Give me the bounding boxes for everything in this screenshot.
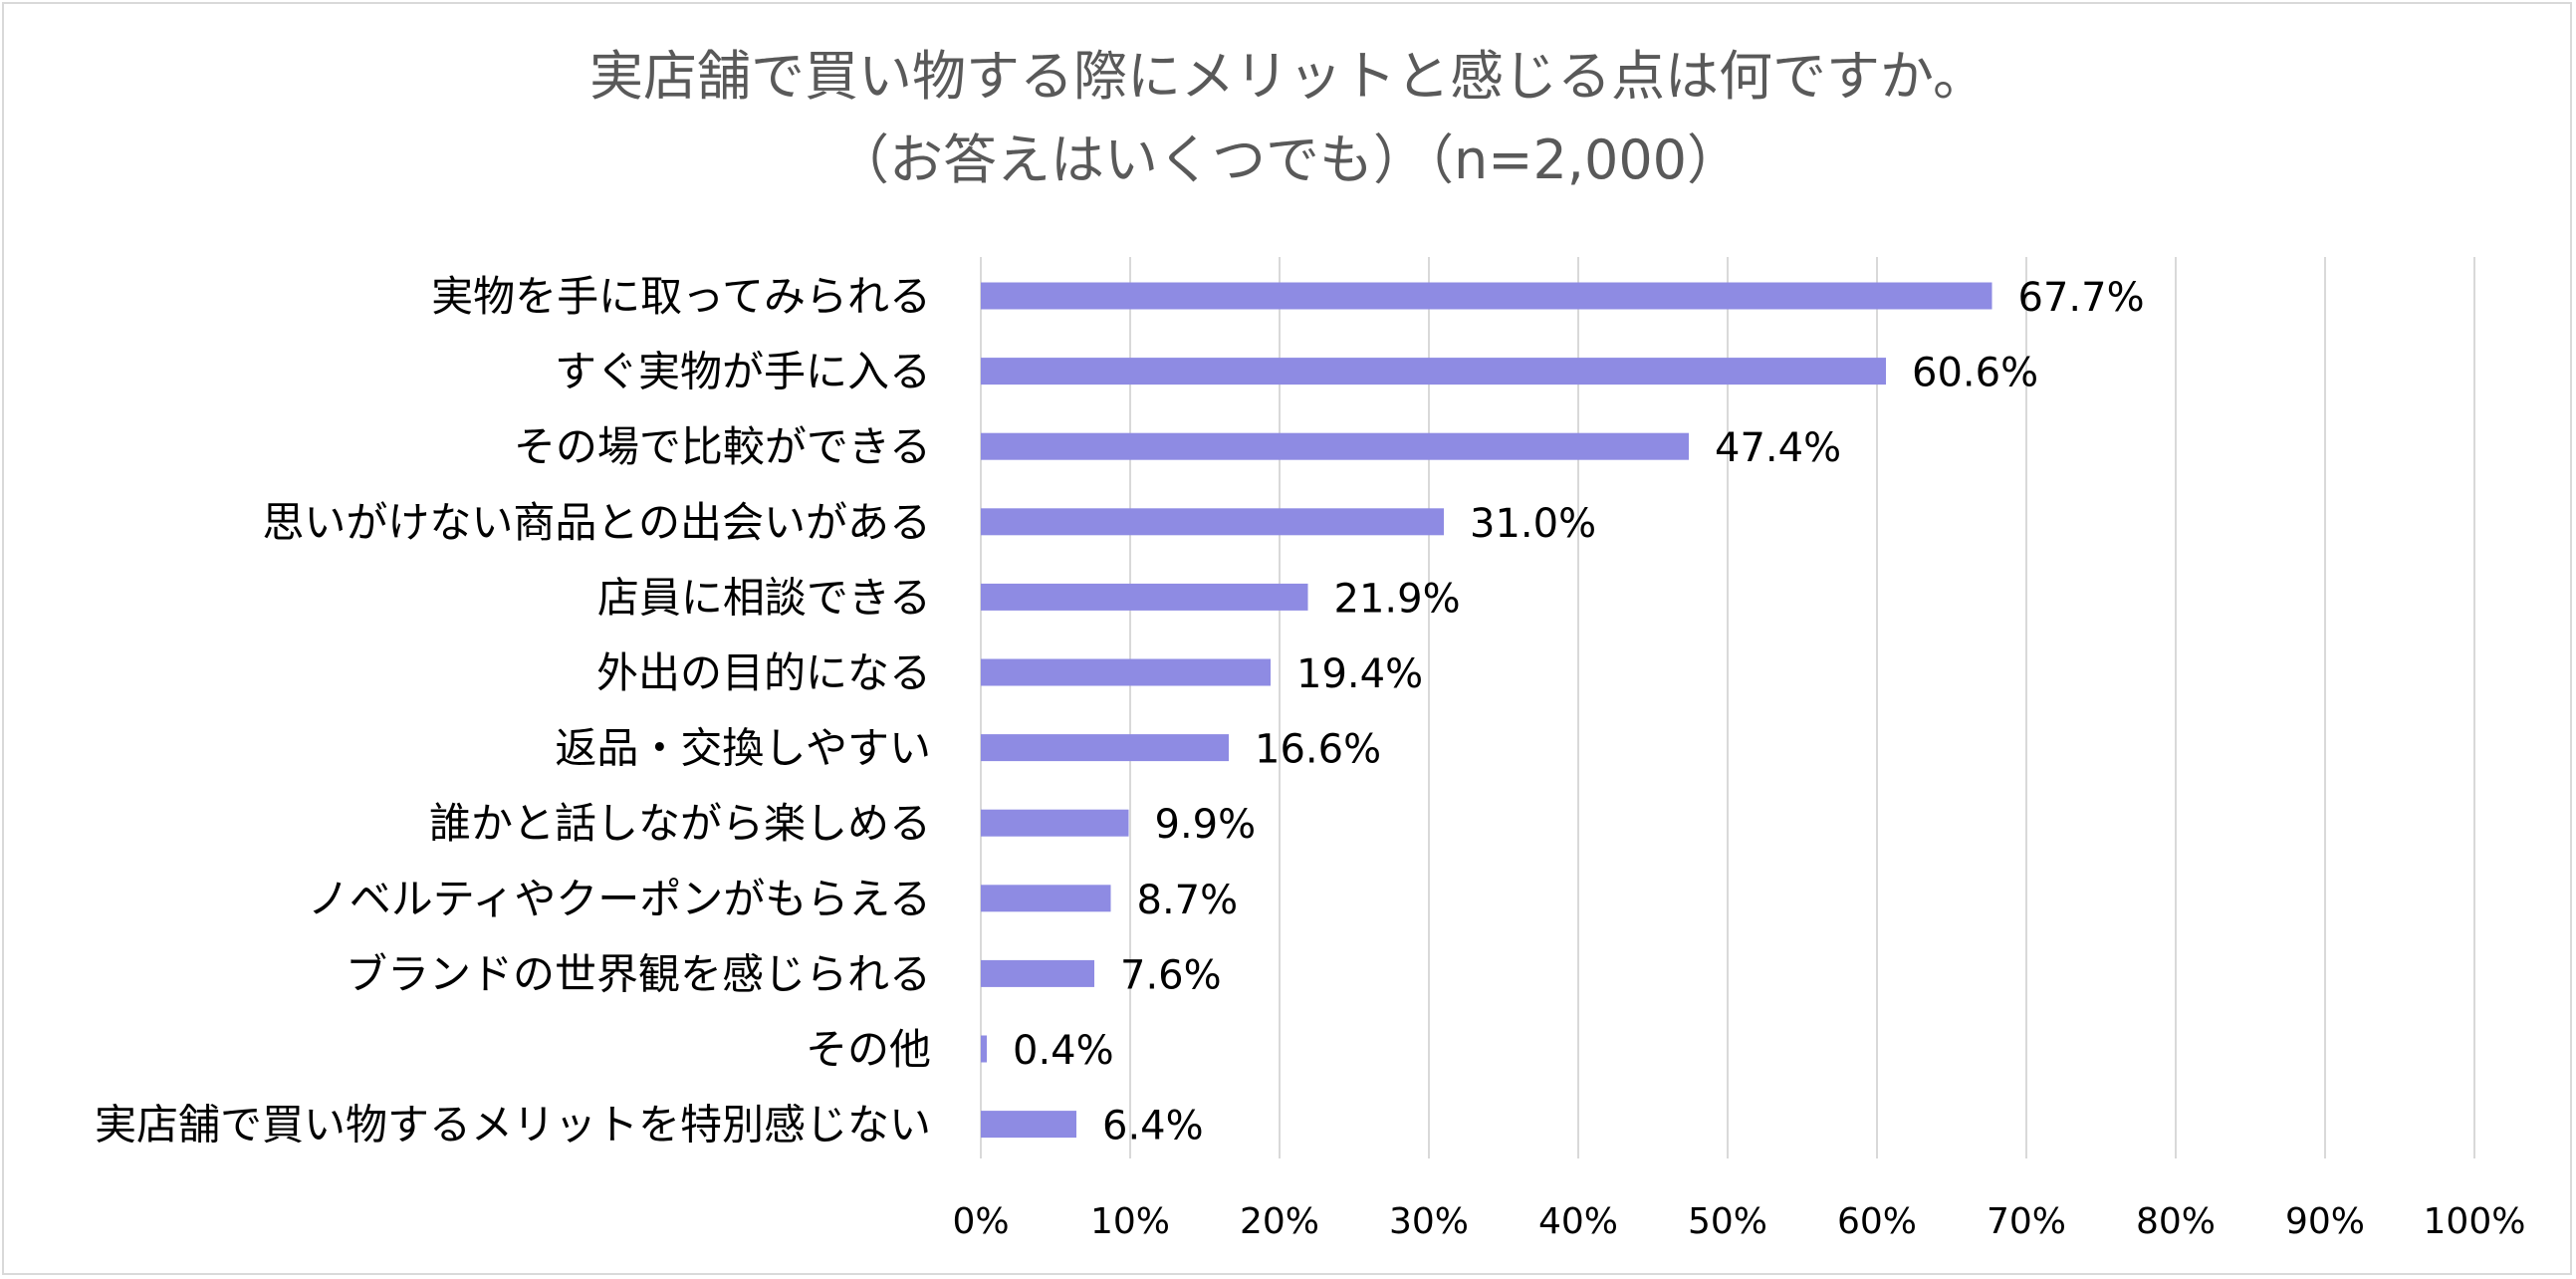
bar [981,282,1992,310]
bar [981,959,1094,987]
chart-subtitle: （お答えはいくつでも）（n=2,000） [834,128,1742,191]
x-tick-label: 0% [952,1201,1009,1242]
x-tick-label: 100% [2424,1201,2526,1242]
category-label: 返品・交換しやすい [555,724,931,773]
bar [981,885,1111,912]
category-label: 外出の目的になる [596,648,931,697]
category-label: 実物を手に取ってみられる [431,272,931,321]
x-tick-label: 10% [1090,1201,1170,1242]
value-labels: 67.7% 60.6% 47.4% 31.0%21.9% 19.4% 16.6% 9.9% 8… [1013,275,2145,1150]
bars [981,282,1992,1139]
bar [981,432,1689,460]
category-label: その他 [806,1025,931,1074]
x-tick-label: 60% [1837,1201,1917,1242]
bar [981,508,1444,536]
bar [981,809,1129,837]
bar [981,358,1886,385]
category-label: 実店舗で買い物するメリットを特別感じない [95,1101,931,1150]
bar [981,1035,987,1063]
category-label: 思いがけない商品との出会いがある [262,498,931,547]
x-tick-label: 80% [2136,1201,2216,1242]
category-label: ブランドの世界観を感じられる [346,949,931,998]
category-label: ノベルティやクーポンがもらえる [308,875,931,923]
x-tick-label: 70% [1987,1201,2066,1242]
value-label: 60.6% [1912,351,2038,396]
x-tick-label: 20% [1240,1201,1319,1242]
value-label: 31.0% [1470,501,1596,547]
value-label: 6.4% [1102,1104,1204,1150]
category-label: その場で比較ができる [514,422,931,471]
value-label: 9.9% [1155,802,1257,848]
x-axis-tick-labels: 0% 10% 20% 30% 40% 50% 60% 70% 80% 90% 100% [952,1201,2525,1242]
value-label: 7.6% [1120,952,1222,998]
gridlines [980,257,2475,1158]
value-label: 47.4% [1715,425,1841,471]
x-tick-label: 90% [2285,1201,2365,1242]
x-tick-label: 50% [1688,1201,1767,1242]
value-label: 16.6% [1255,727,1381,773]
chart-title: 実店舗で買い物する際にメリットと感じる点は何ですか。 [589,45,1987,108]
bar [981,583,1308,611]
x-tick-label: 30% [1389,1201,1469,1242]
value-label: 0.4% [1013,1028,1114,1074]
category-label: 誰かと話しながら楽しめる [429,799,931,848]
bar [981,734,1229,762]
category-label: 店員に相談できる [597,573,931,622]
value-label: 19.4% [1296,651,1423,697]
bar [981,658,1271,686]
x-tick-label: 40% [1538,1201,1618,1242]
bar [981,1111,1076,1139]
value-label: 67.7% [2018,275,2145,321]
category-labels: 実物を手に取ってみられるすぐ実物が手に入るその場で比較ができる思いがけない商品と… [95,272,931,1150]
category-label: すぐ実物が手に入る [555,348,931,396]
value-label: 8.7% [1137,878,1239,923]
value-label: 21.9% [1334,576,1461,622]
